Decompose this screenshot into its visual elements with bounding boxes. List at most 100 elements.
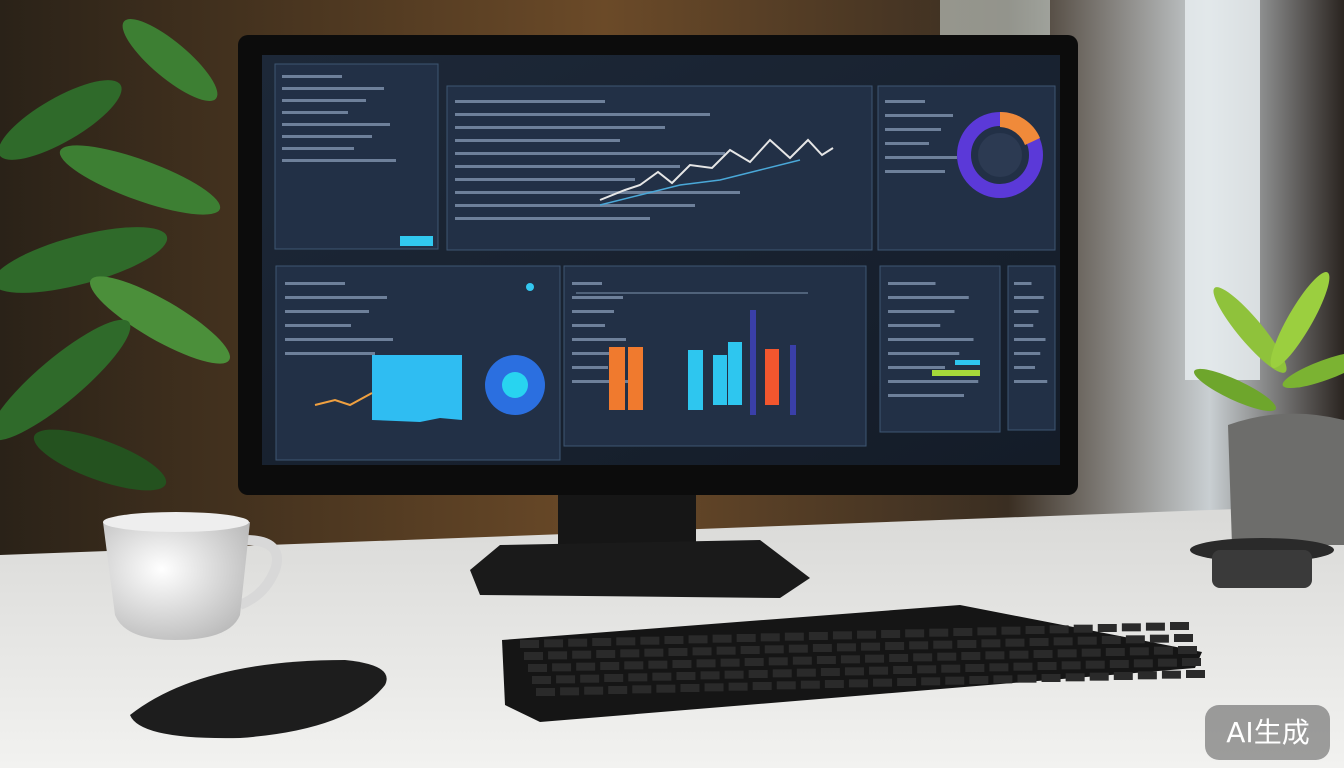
key <box>664 636 684 644</box>
keyboard-keys <box>520 622 1205 696</box>
key <box>1065 673 1085 682</box>
key <box>692 647 712 656</box>
bar <box>713 355 727 405</box>
key <box>748 670 768 678</box>
bar <box>688 350 703 410</box>
panel <box>879 265 1001 433</box>
key <box>981 639 1001 648</box>
text-placeholder <box>282 135 372 138</box>
key <box>792 656 812 665</box>
text-placeholder <box>455 126 665 129</box>
key <box>788 644 808 653</box>
donut-hole <box>978 133 1022 177</box>
key <box>1061 661 1081 670</box>
key <box>668 648 688 656</box>
text-placeholder <box>885 100 925 103</box>
key <box>624 661 644 670</box>
key <box>893 666 913 674</box>
key <box>552 663 572 672</box>
text-placeholder <box>455 100 605 103</box>
key <box>1013 662 1033 671</box>
key <box>776 681 796 690</box>
coffee-cup <box>103 512 282 640</box>
key <box>889 654 909 662</box>
key <box>985 651 1005 660</box>
text-placeholder <box>888 380 979 383</box>
line-chart-line <box>599 138 834 201</box>
leaf <box>33 429 167 491</box>
leaf <box>0 80 122 160</box>
text-placeholder <box>285 352 375 355</box>
text-placeholder <box>885 142 929 145</box>
key <box>832 631 852 640</box>
leaf <box>122 19 218 101</box>
key <box>929 628 949 637</box>
progress-bar <box>932 370 980 376</box>
text-placeholder <box>282 159 396 162</box>
key <box>921 677 941 686</box>
text-placeholder <box>285 310 369 313</box>
key <box>1037 662 1057 670</box>
key <box>1029 638 1049 646</box>
donut-hole <box>502 372 528 398</box>
key <box>528 664 547 672</box>
key <box>584 686 604 695</box>
text-placeholder <box>572 352 617 355</box>
progress-bar <box>955 360 980 365</box>
key <box>1153 646 1173 655</box>
panel <box>274 63 439 250</box>
key <box>724 670 744 679</box>
text-placeholder <box>572 310 614 313</box>
key <box>909 641 929 650</box>
key <box>736 634 756 642</box>
key <box>1017 674 1037 683</box>
text-placeholder <box>282 99 366 102</box>
text-placeholder <box>572 366 608 369</box>
key <box>1085 660 1105 669</box>
key <box>676 672 696 680</box>
key <box>824 680 844 688</box>
key <box>568 638 588 647</box>
key <box>873 678 893 687</box>
key <box>957 640 977 648</box>
pot <box>1228 413 1344 545</box>
key <box>953 628 973 636</box>
key <box>532 676 551 684</box>
key <box>816 656 836 664</box>
key <box>1174 634 1193 642</box>
bar <box>628 347 643 410</box>
key <box>937 652 957 661</box>
key <box>945 676 965 685</box>
key <box>1033 650 1053 658</box>
key <box>648 660 668 669</box>
panel <box>1007 265 1056 431</box>
key <box>1182 658 1201 666</box>
key <box>1057 649 1077 658</box>
key <box>941 664 961 673</box>
key <box>820 668 840 676</box>
key <box>616 637 636 646</box>
text-placeholder <box>285 324 351 327</box>
line-chart-line <box>314 392 373 407</box>
mouse <box>130 660 387 739</box>
key <box>656 684 676 693</box>
key <box>600 662 620 670</box>
key <box>1025 626 1045 634</box>
text-placeholder <box>1014 310 1039 313</box>
text-placeholder <box>282 75 342 78</box>
text-placeholder <box>885 114 953 117</box>
key <box>628 673 648 682</box>
key <box>716 646 736 655</box>
text-placeholder <box>455 113 710 116</box>
key <box>1073 624 1093 633</box>
key <box>1129 647 1149 656</box>
key <box>1161 670 1181 679</box>
key <box>913 653 933 662</box>
key <box>917 665 937 674</box>
key <box>897 678 917 686</box>
key <box>1053 637 1073 646</box>
text-placeholder <box>455 191 740 194</box>
key <box>632 685 652 694</box>
key <box>865 654 885 663</box>
